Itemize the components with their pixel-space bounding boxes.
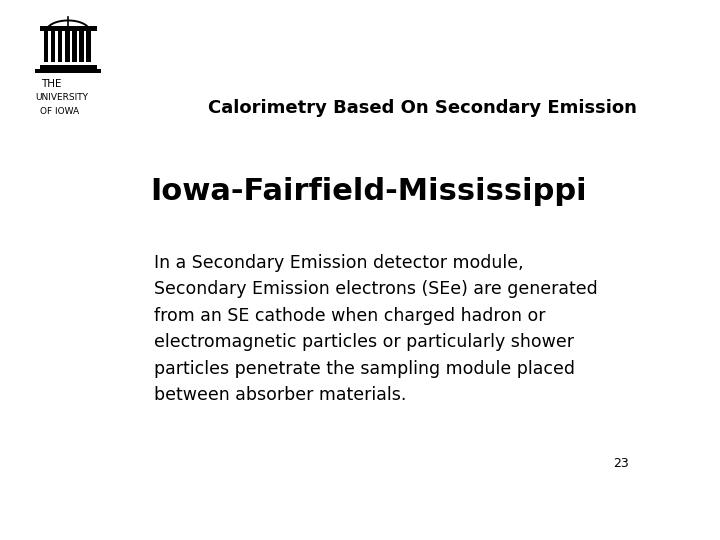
Text: Calorimetry Based On Secondary Emission: Calorimetry Based On Secondary Emission [207,99,636,118]
Bar [35,69,102,73]
Bar [58,31,63,62]
Bar [65,31,70,62]
Text: THE: THE [41,79,61,89]
Bar [44,31,48,62]
Bar [40,65,96,69]
Bar [51,31,55,62]
Text: OF IOWA: OF IOWA [40,107,79,116]
Bar [72,31,77,62]
Bar [79,31,84,62]
Text: UNIVERSITY: UNIVERSITY [35,93,88,102]
Text: Iowa-Fairfield-Mississippi: Iowa-Fairfield-Mississippi [150,177,588,206]
Bar [40,26,96,31]
Bar [86,31,91,62]
Text: In a Secondary Emission detector module,
Secondary Emission electrons (SEe) are : In a Secondary Emission detector module,… [154,254,598,404]
Text: 23: 23 [613,457,629,470]
